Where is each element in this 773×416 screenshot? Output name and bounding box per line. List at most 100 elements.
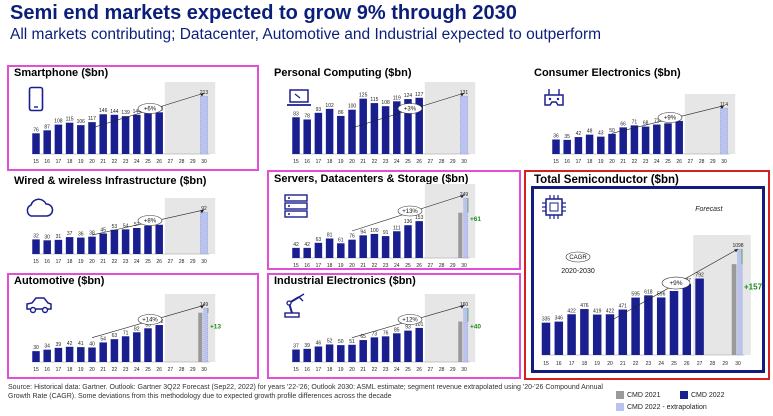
bar (77, 347, 85, 362)
bar (664, 123, 672, 154)
bar (121, 336, 130, 362)
cagr-label: +9% (664, 116, 677, 122)
tick-label: 20 (609, 159, 615, 165)
total-inner-frame (531, 186, 765, 373)
data-label: 71 (632, 119, 638, 125)
tick-label: 29 (722, 361, 728, 367)
data-label: 73 (654, 119, 660, 125)
bar (325, 238, 334, 258)
data-label: 43 (598, 131, 604, 137)
bar (641, 126, 650, 154)
tick-label: 28 (179, 259, 185, 265)
bar (605, 314, 615, 355)
tick-label: 15 (33, 259, 39, 265)
cagr-bubble (397, 103, 423, 114)
server-rack-icon (284, 194, 308, 218)
tick-label: 30 (201, 259, 207, 265)
data-label: 63 (112, 333, 118, 339)
bar-extrapolation (720, 107, 728, 155)
tick-label: 21 (100, 259, 106, 265)
bar (348, 239, 356, 258)
bar (608, 133, 616, 154)
bar-chart: 15 16 17 18 19 20 21 22 23 24 25 26 27 28 29 30 37 39 46 52… (292, 294, 481, 373)
data-label: 91 (383, 230, 389, 236)
panel-title: Automotive ($bn) (14, 275, 105, 287)
tick-label: 28 (439, 159, 445, 165)
cloud-icon (26, 198, 54, 217)
tick-label: 20 (349, 367, 355, 373)
tick-label: 27 (428, 367, 434, 373)
data-label: 71 (123, 330, 129, 336)
bar (585, 134, 594, 154)
tick-label: 19 (78, 259, 84, 265)
bar (144, 225, 152, 254)
highlight-frame-industrial (267, 273, 521, 379)
data-label: 76 (383, 330, 389, 336)
highlight-frame-servers (267, 170, 521, 270)
panel-title: Personal Computing ($bn) (274, 67, 412, 79)
data-label: 38 (89, 231, 95, 237)
delta-label: +157 (744, 282, 763, 291)
legend-swatch (616, 391, 624, 399)
tick-label: 23 (383, 263, 389, 269)
panel-title: Smartphone ($bn) (14, 67, 109, 79)
tick-label: 21 (620, 361, 626, 367)
tick-label: 25 (405, 263, 411, 269)
bar (325, 108, 334, 154)
bar-chart: 15 16 17 18 19 20 21 22 23 24 25 26 27 28 29 30 42 42 63 81… (292, 184, 481, 269)
bar-chart: 15 16 17 18 19 20 21 22 23 24 25 26 27 28 29 30 36 35 42 48… (552, 94, 736, 165)
smartphone-panel: Smartphone ($bn) 15 16 17 18 19 20 21 22 23 24 25 2… (8, 66, 260, 170)
tick-label: 17 (56, 367, 62, 373)
data-label: 422 (606, 308, 615, 314)
data-label: 335 (542, 317, 551, 323)
bar (77, 237, 85, 254)
legend-label: CMD 2022 - extrapolation (627, 403, 707, 411)
tick-label: 25 (405, 367, 411, 373)
bar (554, 321, 564, 355)
tick-label: 21 (100, 159, 106, 165)
data-label: 52 (327, 338, 333, 344)
data-label: 792 (695, 273, 704, 279)
data-label: 50 (609, 128, 615, 134)
tick-label: 18 (327, 159, 333, 165)
tick-label: 30 (461, 263, 467, 269)
tick-label: 21 (360, 367, 366, 373)
personal-computing-panel: Personal Computing ($bn) 15 16 17 18 19 20 21 2… (268, 66, 520, 170)
highlight-frame-smartphone (7, 65, 259, 171)
tick-label: 20 (89, 159, 95, 165)
tick-label: 24 (134, 159, 140, 165)
tick-label: 19 (78, 367, 84, 373)
bar (415, 221, 423, 258)
tick-label: 26 (416, 367, 422, 373)
bar (370, 233, 379, 258)
data-label: 73 (372, 331, 378, 337)
bar (359, 98, 367, 154)
tick-label: 26 (156, 259, 162, 265)
tick-label: 30 (721, 159, 727, 165)
data-label: 111 (393, 225, 401, 231)
data-label: 1098 (732, 243, 743, 249)
tick-label: 16 (304, 367, 310, 373)
tick-label: 30 (201, 367, 207, 373)
legend-cmd2021: CMD 2021 (616, 391, 660, 399)
tick-label: 23 (123, 159, 129, 165)
tick-label: 30 (461, 367, 467, 373)
tick-label: 24 (134, 259, 140, 265)
cagr-arrowhead (460, 93, 464, 97)
data-label: 144 (110, 109, 119, 115)
highlight-frame-total (524, 170, 770, 380)
bar (77, 125, 85, 154)
tick-label: 23 (643, 159, 649, 165)
cagr-label: +3% (404, 107, 417, 113)
tick-label: 28 (439, 367, 445, 373)
data-label: 48 (587, 129, 593, 135)
bar (99, 342, 107, 362)
bar-chart: 15 16 17 18 19 20 21 22 23 24 25 26 27 28 29 30 32 30 31 37… (32, 198, 216, 265)
data-label: 115 (370, 97, 378, 103)
tick-label: 16 (304, 263, 310, 269)
tick-label: 23 (383, 367, 389, 373)
robot-arm-icon (284, 293, 305, 318)
game-controller-icon (544, 89, 564, 106)
tick-label: 15 (543, 361, 549, 367)
data-label: 471 (619, 304, 628, 310)
